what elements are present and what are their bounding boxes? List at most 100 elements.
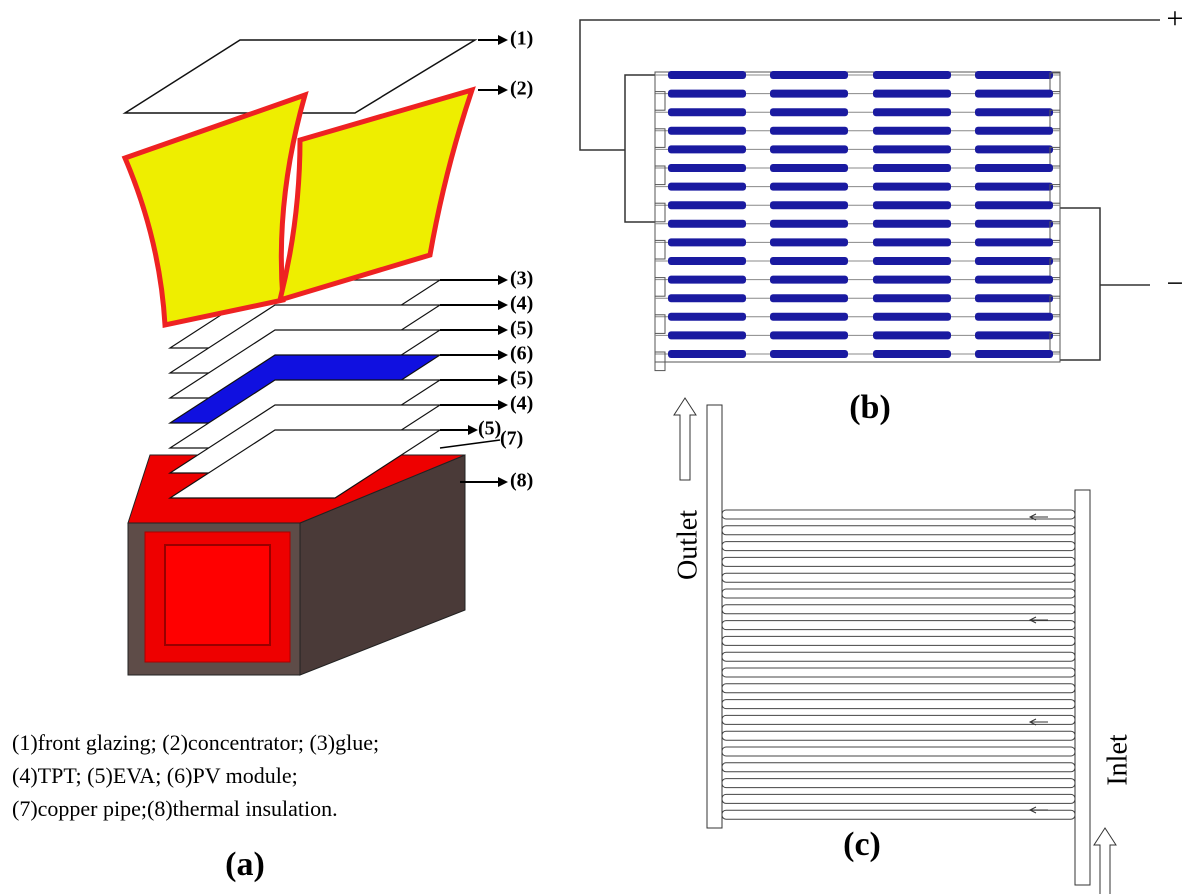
pv-cell	[873, 145, 951, 153]
pv-cell	[668, 71, 746, 79]
pipe	[722, 636, 1075, 645]
callout-label: (8)	[510, 470, 533, 492]
pv-cell	[975, 164, 1053, 172]
pv-cell	[770, 127, 848, 135]
pv-cell	[770, 331, 848, 339]
pv-cell	[873, 220, 951, 228]
pv-cell	[975, 127, 1053, 135]
callout-arrow	[498, 375, 508, 385]
pipe	[722, 731, 1075, 740]
callout-arrow	[498, 325, 508, 335]
pv-cell	[975, 331, 1053, 339]
pv-cell	[668, 313, 746, 321]
pv-cell	[668, 276, 746, 284]
pv-cell	[770, 220, 848, 228]
callout-label: (5)	[478, 418, 501, 440]
pv-cell	[668, 90, 746, 98]
pipe	[722, 573, 1075, 582]
pv-cell	[873, 90, 951, 98]
string-loop	[655, 240, 665, 259]
pv-cell	[668, 127, 746, 135]
pipe	[722, 542, 1075, 551]
inlet-label: Inlet	[1102, 734, 1133, 786]
pipe-inner	[165, 545, 270, 645]
pv-cell	[873, 313, 951, 321]
pipe	[722, 668, 1075, 677]
legend-line: (7)copper pipe;(8)thermal insulation.	[12, 796, 338, 821]
pv-cell	[975, 201, 1053, 209]
callout-arrow	[498, 400, 508, 410]
pv-cell	[873, 350, 951, 358]
callout-arrow	[498, 350, 508, 360]
pv-cell	[668, 294, 746, 302]
pv-cell	[975, 350, 1053, 358]
outlet-label: Outlet	[672, 510, 703, 580]
concentrator-right	[280, 90, 472, 300]
panel-label: (b)	[849, 389, 891, 426]
callout-arrow	[498, 275, 508, 285]
callout-line	[440, 440, 500, 448]
pv-cell	[770, 294, 848, 302]
string-loop	[655, 278, 665, 297]
wire	[580, 20, 1160, 360]
inlet-header	[1075, 490, 1090, 885]
callout-label: (4)	[510, 293, 533, 315]
pv-cell	[873, 183, 951, 191]
pv-cell	[975, 108, 1053, 116]
pv-cell	[770, 164, 848, 172]
pv-cell	[770, 183, 848, 191]
pipe	[722, 810, 1075, 819]
callout-label: (7)	[500, 428, 523, 450]
string-loop	[655, 92, 665, 111]
string-loop	[655, 203, 665, 222]
pv-cell	[770, 257, 848, 265]
callout-arrow	[498, 300, 508, 310]
pv-cell	[873, 331, 951, 339]
pipe	[722, 794, 1075, 803]
callout-label: (6)	[510, 343, 533, 365]
panel-label: (c)	[843, 826, 881, 863]
pv-cell	[873, 201, 951, 209]
pv-cell	[770, 90, 848, 98]
callout-arrow	[498, 85, 508, 95]
minus-terminal: −	[1167, 267, 1184, 300]
pv-cell	[873, 164, 951, 172]
pv-cell	[770, 71, 848, 79]
outlet-arrow	[674, 398, 696, 480]
pv-cell	[770, 276, 848, 284]
callout-arrow	[498, 35, 508, 45]
pv-cell	[668, 331, 746, 339]
pipe	[722, 700, 1075, 709]
pipe	[722, 763, 1075, 772]
pv-cell	[668, 145, 746, 153]
pipe	[722, 779, 1075, 788]
callout-label: (5)	[510, 368, 533, 390]
string-loop	[655, 352, 665, 371]
callout-label: (1)	[510, 28, 533, 50]
callout-arrow	[468, 425, 478, 435]
pv-cell	[975, 90, 1053, 98]
pv-cell	[873, 294, 951, 302]
pv-cell	[770, 201, 848, 209]
callout-label: (2)	[510, 78, 533, 100]
pv-cell	[873, 257, 951, 265]
outlet-header	[707, 405, 722, 828]
string-loop	[655, 315, 665, 334]
string-loop	[655, 129, 665, 148]
pipe	[722, 526, 1075, 535]
pipe	[722, 684, 1075, 693]
plus-terminal: +	[1167, 2, 1184, 35]
pv-cell	[975, 220, 1053, 228]
concentrator-left	[125, 95, 305, 325]
pv-cell	[873, 108, 951, 116]
pipe	[722, 715, 1075, 724]
callout-label: (5)	[510, 318, 533, 340]
pv-cell	[770, 145, 848, 153]
pv-cell	[873, 127, 951, 135]
pv-cell	[770, 238, 848, 246]
pv-cell	[975, 313, 1053, 321]
pv-cell	[975, 183, 1053, 191]
pv-cell	[975, 71, 1053, 79]
pv-cell	[873, 238, 951, 246]
pv-cell	[975, 294, 1053, 302]
